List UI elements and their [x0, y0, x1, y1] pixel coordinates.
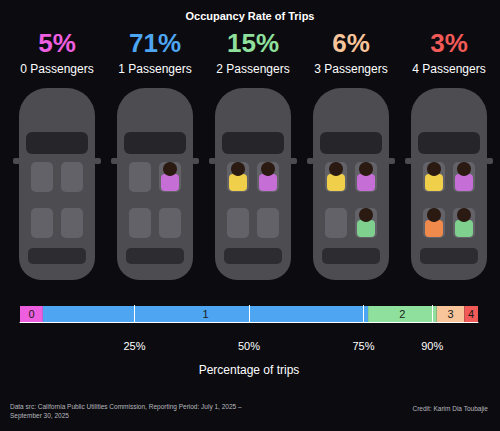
svg-text:4 Passengers: 4 Passengers — [412, 62, 485, 76]
svg-text:3: 3 — [447, 308, 453, 320]
svg-text:71%: 71% — [129, 28, 181, 58]
svg-text:Occupancy Rate of Trips: Occupancy Rate of Trips — [186, 10, 315, 22]
svg-text:15%: 15% — [227, 28, 279, 58]
svg-text:25%: 25% — [123, 340, 145, 352]
svg-text:1: 1 — [202, 308, 208, 320]
svg-text:5%: 5% — [38, 28, 76, 58]
svg-text:0 Passengers: 0 Passengers — [20, 62, 93, 76]
svg-text:75%: 75% — [352, 340, 374, 352]
svg-text:6%: 6% — [332, 28, 370, 58]
svg-text:Percentage of trips: Percentage of trips — [199, 363, 300, 377]
svg-text:3 Passengers: 3 Passengers — [314, 62, 387, 76]
svg-text:2 Passengers: 2 Passengers — [216, 62, 289, 76]
svg-text:September 30, 2025: September 30, 2025 — [10, 412, 69, 420]
svg-text:50%: 50% — [238, 340, 260, 352]
svg-text:1 Passengers: 1 Passengers — [118, 62, 191, 76]
svg-text:0: 0 — [28, 308, 34, 320]
svg-text:3%: 3% — [430, 28, 468, 58]
svg-text:2: 2 — [399, 308, 405, 320]
svg-text:Data src: California Public Ut: Data src: California Public Utilities Co… — [10, 403, 242, 411]
svg-text:Credit: Karim Dia Toubajie: Credit: Karim Dia Toubajie — [412, 405, 488, 413]
svg-text:90%: 90% — [421, 340, 443, 352]
svg-text:4: 4 — [468, 308, 474, 320]
